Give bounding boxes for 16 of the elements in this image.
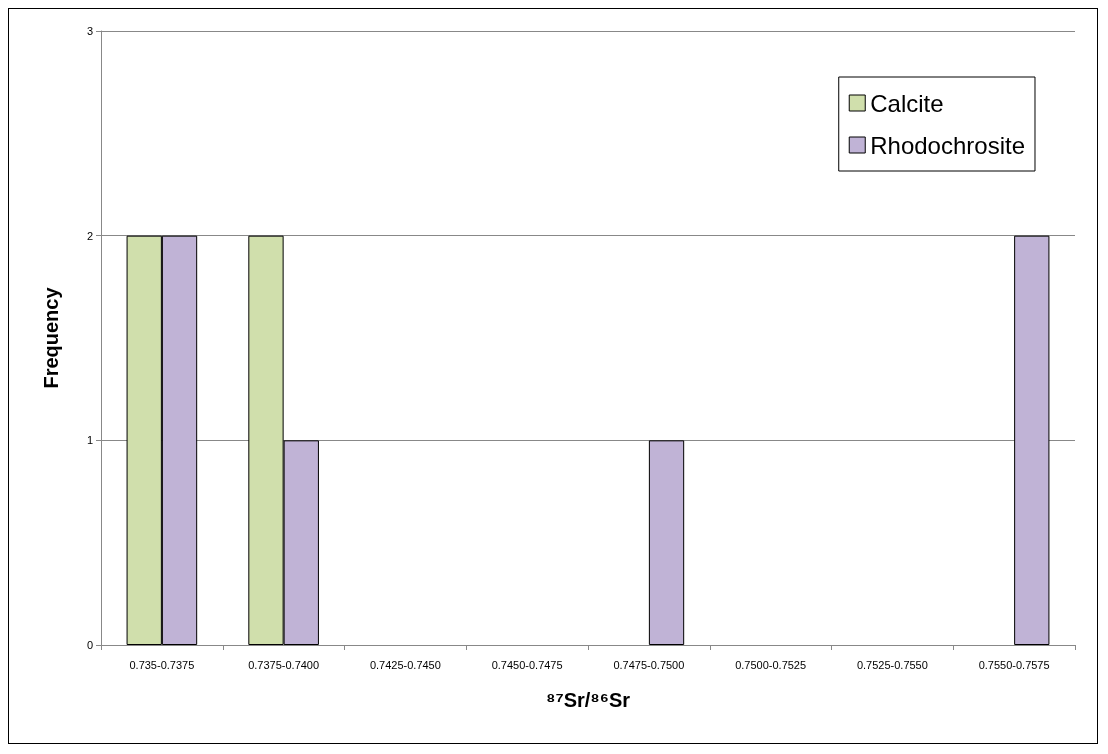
x-tick-label: 0.7375-0.7400: [248, 658, 320, 671]
y-axis-title: Frequency: [40, 286, 62, 389]
x-tick-label: 0.7550-0.7575: [978, 658, 1050, 671]
y-tick-label: 0: [86, 639, 93, 651]
x-tick-label: 0.735-0.7375: [129, 658, 195, 671]
y-tick-label: 1: [86, 434, 93, 447]
x-tick-label: 0.7500-0.7525: [735, 658, 807, 671]
y-tick-label: 3: [86, 25, 93, 37]
x-tick-label: 0.7450-0.7475: [491, 658, 563, 671]
legend-label: Calcite: [870, 89, 944, 117]
y-tick-label: 2: [86, 229, 93, 242]
x-axis-title: ⁸⁷Sr/⁸⁶Sr: [545, 689, 631, 711]
x-tick-label: 0.7425-0.7450: [369, 658, 441, 671]
legend-label: Rhodochrosite: [870, 131, 1026, 159]
x-tick-label: 0.7475-0.7500: [613, 658, 685, 671]
x-tick-label: 0.7525-0.7550: [856, 658, 928, 671]
